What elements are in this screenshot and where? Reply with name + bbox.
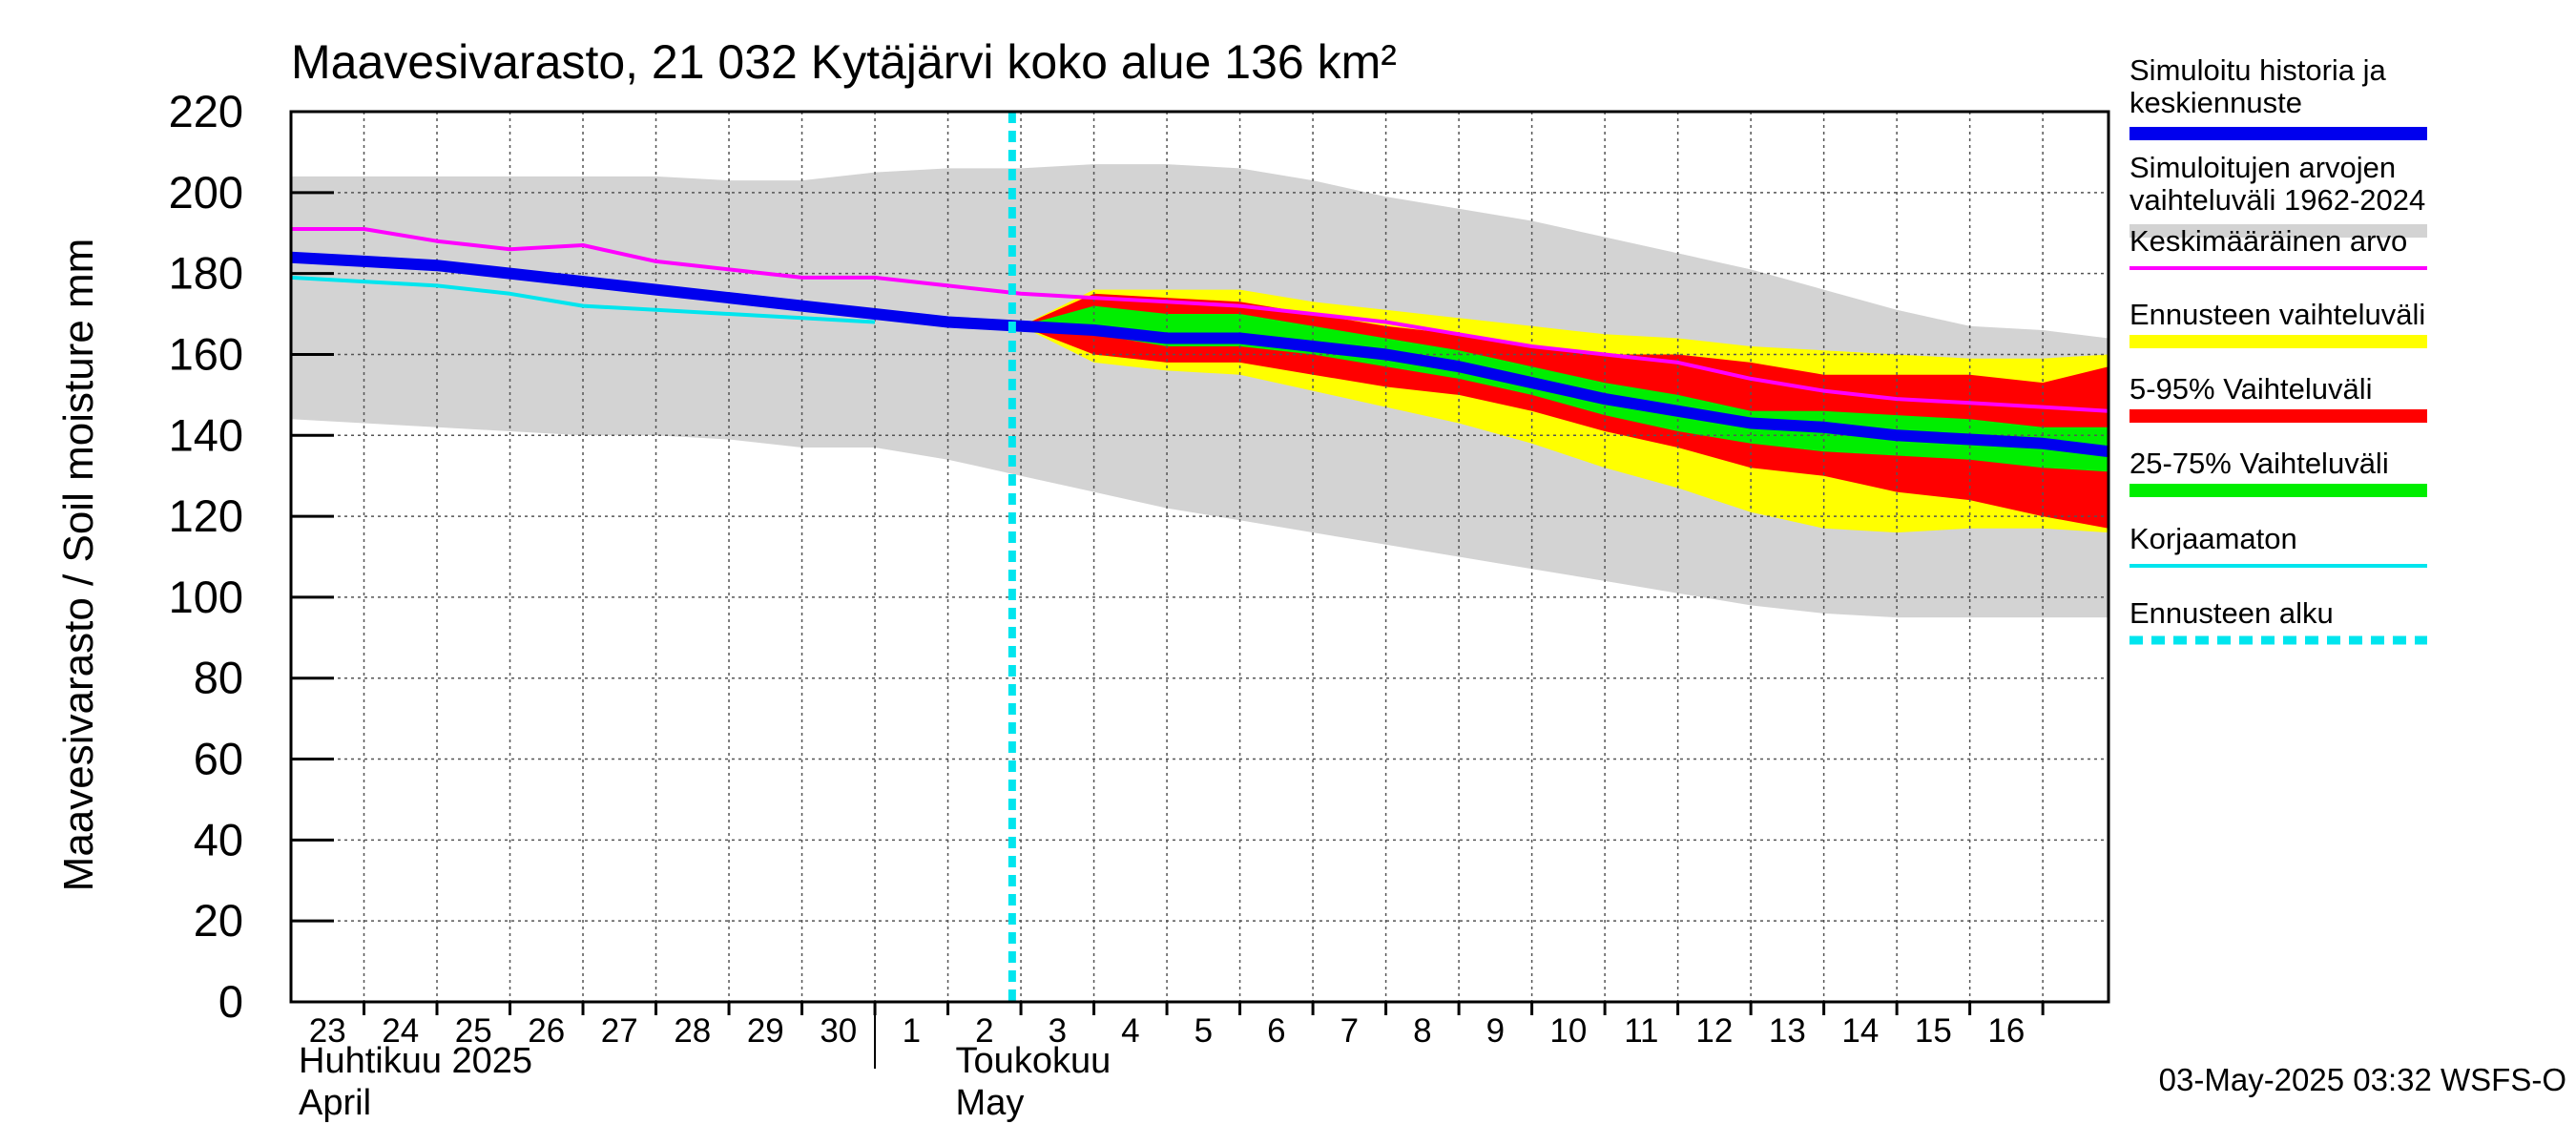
plot-frame — [289, 110, 2110, 1004]
x-tick-label-3: 3 — [1049, 1012, 1067, 1050]
y-tick-label-60: 60 — [194, 734, 243, 784]
y-tick-label-200: 200 — [169, 167, 243, 218]
legend-label-4: 5-95% Vaihteluväli — [2129, 372, 2372, 406]
x-tick-label-4: 4 — [1121, 1012, 1139, 1050]
line-simulated — [290, 251, 2109, 458]
x-tick-label-2: 2 — [975, 1012, 993, 1050]
y-tick-label-100: 100 — [169, 572, 243, 622]
month-label-1-line2: May — [956, 1083, 1025, 1123]
x-tick-label-1: 1 — [903, 1012, 921, 1050]
y-tick-label-80: 80 — [194, 653, 243, 703]
y-tick-label-0: 0 — [218, 976, 243, 1027]
x-tick-label-27: 27 — [601, 1012, 638, 1050]
x-tick-label-28: 28 — [674, 1012, 711, 1050]
legend-label-5: 25-75% Vaihteluväli — [2129, 447, 2389, 480]
x-tick-label-5: 5 — [1195, 1012, 1213, 1050]
legend-item-5: 25-75% Vaihteluväli — [2129, 447, 2427, 497]
legend-label-2: Keskimääräinen arvo — [2129, 224, 2407, 258]
y-tick-label-140: 140 — [169, 409, 243, 460]
x-tick-label-8: 8 — [1413, 1012, 1431, 1050]
x-tick-label-23: 23 — [309, 1012, 346, 1050]
x-tick-label-30: 30 — [820, 1012, 857, 1050]
legend-item-7: Ennusteen alku — [2129, 596, 2427, 645]
y-tick-label-40: 40 — [194, 814, 243, 864]
x-tick-label-26: 26 — [528, 1012, 565, 1050]
month-label-1-line1: Toukokuu — [956, 1041, 1111, 1081]
month-label-0-line1: Huhtikuu 2025 — [299, 1041, 532, 1081]
band-historical-range — [291, 164, 2109, 618]
y-tick-label-20: 20 — [194, 895, 243, 946]
x-tick-label-29: 29 — [747, 1012, 784, 1050]
plot-area — [290, 112, 2109, 1002]
x-tick-label-24: 24 — [382, 1012, 419, 1050]
legend-label-6: Korjaamaton — [2129, 522, 2297, 555]
legend-label-3: Ennusteen vaihteluväli — [2129, 298, 2425, 331]
legend-item-3: Ennusteen vaihteluväli — [2129, 298, 2427, 348]
footer-timestamp: 03-May-2025 03:32 WSFS-O — [2159, 1062, 2566, 1097]
x-tick-label-25: 25 — [455, 1012, 492, 1050]
x-tick-label-15: 15 — [1915, 1012, 1952, 1050]
x-tick-label-11: 11 — [1624, 1012, 1658, 1050]
x-tick-label-9: 9 — [1486, 1012, 1505, 1050]
legend-label-1-line2: vaihteluväli 1962-2024 — [2129, 183, 2425, 217]
x-tick-label-14: 14 — [1841, 1012, 1879, 1050]
legend-label-0: Simuloitu historia ja — [2129, 53, 2387, 87]
legend-label-7: Ennusteen alku — [2129, 596, 2334, 630]
x-tick-label-12: 12 — [1695, 1012, 1733, 1050]
x-tick-label-16: 16 — [1987, 1012, 2025, 1050]
legend-item-2: Keskimääräinen arvo — [2129, 224, 2427, 270]
band-5-95 — [1021, 293, 2109, 529]
legend-label-0-line2: keskiennuste — [2129, 86, 2302, 119]
x-tick-label-7: 7 — [1340, 1012, 1359, 1050]
month-label-0-line2: April — [299, 1083, 371, 1123]
x-tick-label-6: 6 — [1267, 1012, 1285, 1050]
y-axis-label: Maavesivarasto / Soil moisture mm — [55, 239, 102, 892]
line-mean — [291, 227, 2109, 413]
y-tick-label-160: 160 — [169, 328, 243, 379]
line-uncorrected — [290, 275, 876, 324]
legend-item-6: Korjaamaton — [2129, 522, 2427, 568]
x-tick-label-10: 10 — [1549, 1012, 1587, 1050]
legend-item-4: 5-95% Vaihteluväli — [2129, 372, 2427, 423]
chart-title: Maavesivarasto, 21 032 Kytäjärvi koko al… — [291, 35, 1397, 89]
y-tick-label-180: 180 — [169, 248, 243, 299]
y-tick-label-220: 220 — [169, 86, 243, 136]
y-tick-label-120: 120 — [169, 490, 243, 541]
x-tick-label-13: 13 — [1769, 1012, 1806, 1050]
legend: Simuloitu historia jakeskiennusteSimuloi… — [2129, 53, 2427, 645]
legend-label-1: Simuloitujen arvojen — [2129, 151, 2396, 184]
